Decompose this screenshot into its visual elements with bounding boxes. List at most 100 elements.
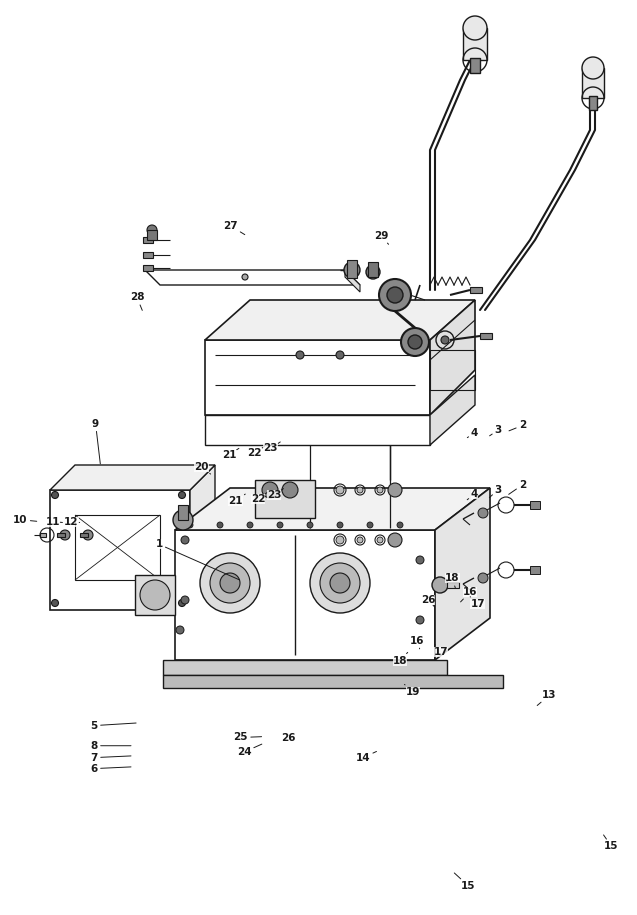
Text: 19: 19 — [404, 684, 420, 696]
Text: 15: 15 — [603, 834, 619, 851]
Circle shape — [310, 553, 370, 613]
Circle shape — [366, 265, 380, 279]
Circle shape — [432, 577, 448, 593]
Polygon shape — [175, 488, 490, 530]
Circle shape — [478, 508, 488, 518]
Text: 1: 1 — [155, 540, 240, 580]
Circle shape — [336, 536, 344, 544]
Text: 15: 15 — [454, 873, 475, 890]
Text: 23: 23 — [264, 442, 280, 453]
Circle shape — [147, 225, 157, 235]
Text: 16: 16 — [461, 587, 477, 602]
Circle shape — [441, 336, 449, 344]
Circle shape — [582, 57, 604, 79]
Text: 25: 25 — [234, 733, 262, 742]
Bar — [178, 505, 188, 520]
Circle shape — [377, 487, 383, 493]
Polygon shape — [205, 300, 475, 340]
Polygon shape — [205, 415, 430, 445]
Polygon shape — [435, 488, 490, 660]
Circle shape — [277, 522, 283, 528]
Bar — [347, 260, 357, 278]
Bar — [80, 533, 88, 537]
Circle shape — [210, 563, 250, 603]
Text: 11: 11 — [46, 517, 62, 526]
Polygon shape — [582, 68, 604, 98]
Circle shape — [344, 262, 360, 278]
Circle shape — [307, 522, 313, 528]
Text: 3: 3 — [489, 485, 502, 498]
Circle shape — [178, 491, 185, 499]
Circle shape — [178, 599, 185, 607]
Text: 14: 14 — [356, 751, 376, 762]
Circle shape — [60, 530, 70, 540]
Circle shape — [296, 351, 304, 359]
Bar — [147, 230, 157, 240]
Circle shape — [357, 487, 363, 493]
Polygon shape — [345, 270, 360, 292]
Text: 10: 10 — [13, 515, 37, 524]
Circle shape — [401, 328, 429, 356]
Bar — [530, 566, 540, 574]
Bar — [143, 265, 153, 271]
Circle shape — [478, 573, 488, 583]
Text: 12: 12 — [64, 517, 80, 526]
Text: 18: 18 — [445, 574, 459, 588]
Circle shape — [357, 537, 363, 543]
Bar — [255, 480, 315, 518]
Circle shape — [377, 537, 383, 543]
Polygon shape — [205, 340, 430, 415]
Circle shape — [187, 522, 193, 528]
Text: 6: 6 — [90, 764, 131, 773]
Text: 21: 21 — [229, 494, 245, 506]
Circle shape — [242, 274, 248, 280]
Circle shape — [282, 482, 298, 498]
Circle shape — [387, 287, 403, 303]
Text: 28: 28 — [130, 293, 144, 310]
Bar — [430, 350, 475, 390]
Circle shape — [52, 491, 59, 499]
Circle shape — [181, 596, 189, 604]
Circle shape — [262, 482, 278, 498]
Circle shape — [336, 351, 344, 359]
Text: 9: 9 — [92, 419, 100, 464]
Polygon shape — [163, 660, 447, 675]
Text: 16: 16 — [410, 636, 424, 649]
Text: 23: 23 — [267, 489, 283, 500]
Circle shape — [247, 522, 253, 528]
Circle shape — [397, 522, 403, 528]
Circle shape — [337, 522, 343, 528]
Text: 8: 8 — [90, 741, 131, 750]
Text: 29: 29 — [374, 231, 389, 244]
Bar — [368, 262, 378, 277]
Bar — [480, 333, 492, 339]
Circle shape — [83, 530, 93, 540]
Text: 22: 22 — [248, 447, 264, 458]
Polygon shape — [175, 530, 435, 660]
Polygon shape — [430, 300, 475, 415]
Polygon shape — [145, 270, 360, 285]
Polygon shape — [163, 675, 503, 688]
Bar — [40, 533, 46, 537]
Circle shape — [220, 573, 240, 593]
Bar — [143, 252, 153, 258]
Circle shape — [52, 599, 59, 607]
Text: 18: 18 — [393, 652, 408, 665]
Text: 22: 22 — [251, 492, 268, 503]
Circle shape — [416, 616, 424, 624]
Text: 17: 17 — [434, 644, 448, 657]
Bar — [135, 575, 175, 615]
Text: 17: 17 — [470, 597, 485, 608]
Circle shape — [217, 522, 223, 528]
Circle shape — [140, 580, 170, 610]
Bar — [470, 58, 480, 73]
Bar — [447, 582, 459, 588]
Circle shape — [463, 16, 487, 40]
Text: 4: 4 — [467, 490, 478, 500]
Polygon shape — [463, 28, 487, 60]
Circle shape — [173, 510, 193, 530]
Text: 7: 7 — [90, 753, 131, 762]
Bar — [57, 533, 65, 537]
Circle shape — [200, 553, 260, 613]
Text: 2: 2 — [509, 480, 526, 494]
